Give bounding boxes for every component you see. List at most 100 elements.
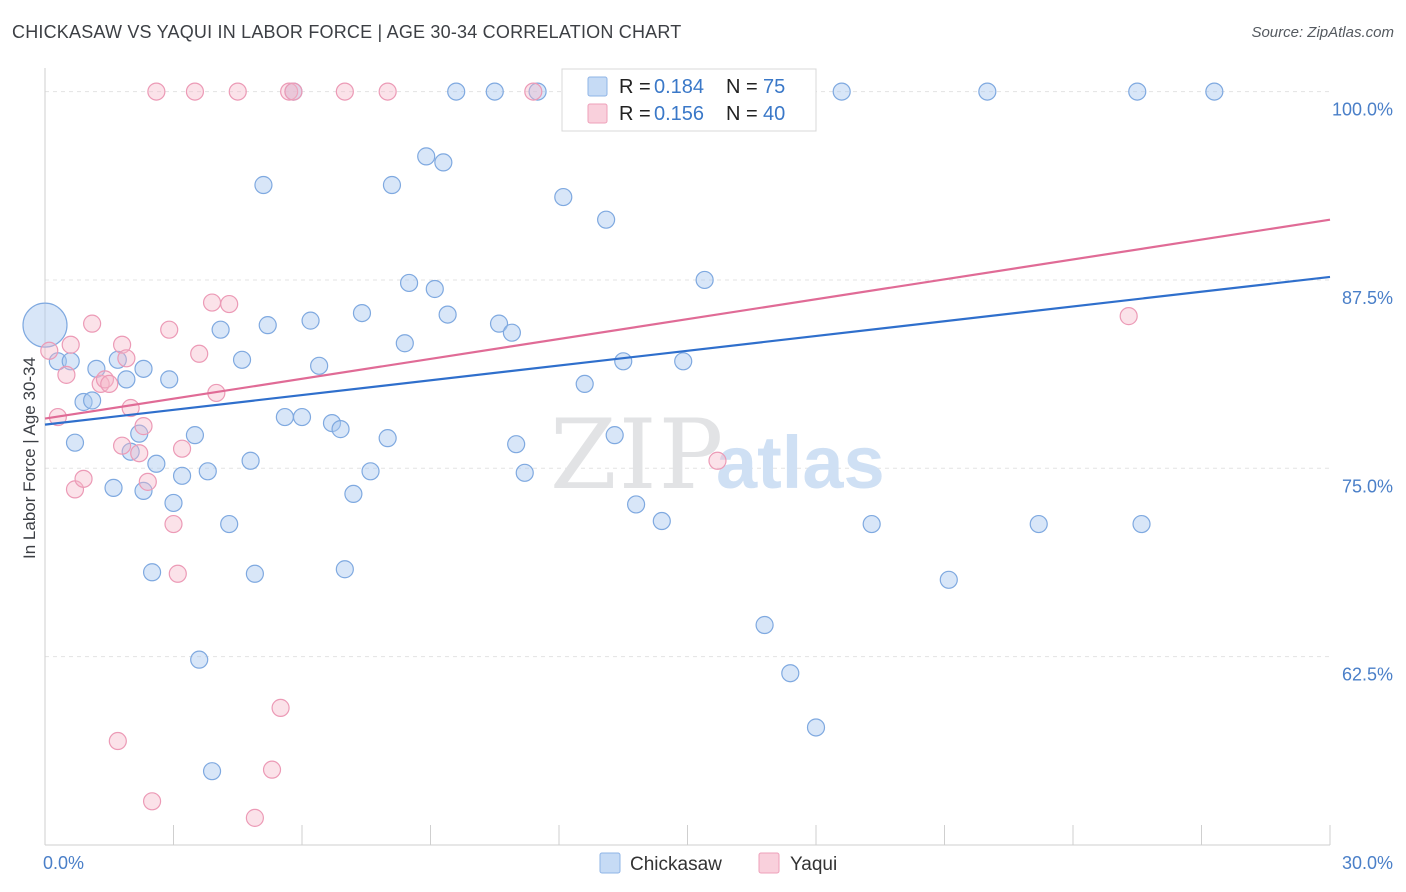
y-tick-label: 100.0% (1332, 100, 1393, 120)
point-yaqui (185, 82, 205, 101)
point-chickasaw (597, 210, 616, 229)
y-axis-label: In Labor Force | Age 30-34 (20, 357, 39, 559)
point-chickasaw (502, 323, 521, 342)
point-chickasaw (507, 435, 526, 454)
legend-n-value-chickasaw: 75 (763, 76, 785, 98)
point-chickasaw (275, 407, 294, 427)
point-chickasaw (755, 615, 774, 635)
legend-r-label-chickasaw: R = (619, 76, 651, 98)
point-chickasaw (104, 478, 123, 497)
point-chickasaw (425, 279, 444, 299)
point-chickasaw (399, 273, 419, 293)
point-chickasaw (605, 426, 624, 445)
point-yaqui (108, 731, 127, 751)
point-yaqui (112, 335, 132, 354)
point-chickasaw (352, 303, 372, 323)
source-label: Source: ZipAtlas.com (1251, 24, 1394, 41)
point-chickasaw (674, 352, 693, 371)
point-yaqui (262, 760, 282, 779)
point-yaqui (220, 294, 239, 314)
point-yaqui (1119, 307, 1138, 326)
point-chickasaw (147, 454, 166, 473)
point-chickasaw (344, 484, 363, 504)
point-chickasaw (489, 314, 509, 333)
point-yaqui (335, 82, 354, 101)
axes (44, 68, 1331, 846)
point-chickasaw (134, 359, 153, 378)
point-chickasaw (83, 391, 102, 410)
point-chickasaw (134, 481, 153, 500)
x-tick-labels: 0.0% 30.0% (43, 853, 1393, 873)
point-chickasaw (614, 352, 633, 371)
data-points (22, 82, 1224, 827)
point-yaqui (147, 82, 166, 101)
point-chickasaw (335, 560, 354, 579)
point-chickasaw (232, 350, 252, 369)
point-chickasaw (806, 718, 826, 737)
point-yaqui (57, 365, 76, 384)
point-chickasaw (1132, 514, 1151, 534)
point-chickasaw (575, 374, 594, 394)
point-chickasaw (292, 407, 312, 427)
bottom-legend-swatch-chickasaw (599, 852, 621, 874)
point-chickasaw (939, 570, 958, 589)
point-chickasaw (65, 433, 85, 452)
point-yaqui (134, 417, 153, 436)
point-chickasaw (515, 463, 534, 482)
point-chickasaw (395, 334, 414, 353)
legend-n-label-yaqui: N = (726, 103, 758, 125)
point-chickasaw (417, 147, 436, 166)
trend-line-chickasaw (44, 275, 1331, 426)
chart-title: CHICKASAW VS YAQUI IN LABOR FORCE | AGE … (12, 22, 682, 42)
legend-n-label-chickasaw: N = (726, 76, 758, 98)
gridlines (45, 91, 1330, 658)
point-yaqui (524, 82, 543, 101)
point-yaqui (202, 293, 222, 312)
point-chickasaw (378, 429, 397, 448)
point-yaqui (168, 564, 187, 583)
point-yaqui (100, 374, 119, 394)
point-yaqui (61, 335, 80, 354)
point-chickasaw (485, 82, 504, 101)
point-yaqui (245, 808, 264, 827)
point-chickasaw (202, 762, 222, 781)
watermark-zip: ZIP (550, 399, 725, 511)
bottom-legend-label-yaqui: Yaqui (790, 854, 837, 875)
point-chickasaw (190, 650, 209, 669)
point-yaqui (160, 320, 179, 339)
point-chickasaw (172, 466, 192, 485)
point-chickasaw (695, 270, 714, 290)
trend-lines (44, 218, 1331, 426)
trend-line-yaqui (44, 218, 1331, 420)
y-tick-label: 62.5% (1342, 665, 1393, 685)
point-chickasaw (142, 563, 162, 582)
point-chickasaw (554, 187, 573, 207)
legend-r-label-yaqui: R = (619, 103, 651, 125)
legend-swatch-yaqui (587, 103, 608, 124)
point-chickasaw (245, 564, 264, 583)
point-chickasaw (117, 370, 136, 389)
point-chickasaw (211, 320, 230, 339)
point-yaqui (112, 436, 132, 455)
point-yaqui (83, 314, 102, 333)
legend-box: R = 0.184 N = 75 R = 0.156 N = 40 (561, 68, 817, 132)
x-tick-label: 0.0% (43, 853, 84, 873)
point-chickasaw (301, 311, 320, 330)
point-yaqui (271, 698, 290, 717)
point-chickasaw (652, 511, 671, 531)
watermark: ZIP atlas (550, 399, 885, 511)
legend-r-value-chickasaw: 0.184 (654, 76, 704, 98)
point-yaqui (280, 82, 299, 101)
point-chickasaw (1029, 514, 1048, 534)
point-chickasaw (447, 82, 466, 101)
point-chickasaw (382, 175, 402, 195)
point-yaqui (130, 444, 149, 463)
watermark-atlas: atlas (716, 421, 885, 504)
point-chickasaw (781, 664, 800, 683)
point-chickasaw (160, 370, 179, 389)
point-chickasaw (1205, 82, 1224, 101)
point-yaqui (378, 82, 397, 101)
point-chickasaw (434, 153, 453, 172)
point-yaqui (117, 349, 136, 368)
